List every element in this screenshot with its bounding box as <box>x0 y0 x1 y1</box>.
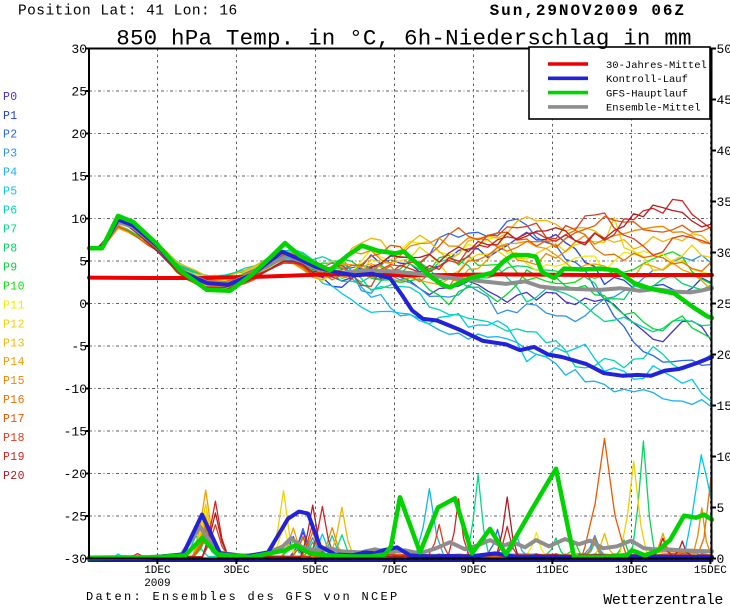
svg-text:20: 20 <box>71 127 87 142</box>
svg-text:9DEC: 9DEC <box>460 565 487 577</box>
svg-text:Position Lat: 41 Lon: 16: Position Lat: 41 Lon: 16 <box>18 4 238 20</box>
svg-text:P6: P6 <box>3 205 18 218</box>
svg-text:-15: -15 <box>64 425 87 440</box>
svg-text:P18: P18 <box>3 432 25 445</box>
svg-text:P7: P7 <box>3 224 18 237</box>
svg-text:1DEC: 1DEC <box>144 565 171 577</box>
svg-text:P11: P11 <box>3 299 25 312</box>
svg-text:5: 5 <box>717 501 725 516</box>
svg-text:P8: P8 <box>3 243 18 256</box>
svg-text:25: 25 <box>71 85 87 100</box>
svg-text:2009: 2009 <box>144 578 170 590</box>
svg-text:GFS-Hauptlauf: GFS-Hauptlauf <box>606 88 688 100</box>
svg-text:P2: P2 <box>3 129 18 142</box>
svg-text:15: 15 <box>717 399 730 414</box>
svg-text:0: 0 <box>79 297 87 312</box>
svg-text:P16: P16 <box>3 394 25 407</box>
svg-text:P0: P0 <box>3 91 18 104</box>
svg-text:Wetterzentrale: Wetterzentrale <box>603 592 723 609</box>
svg-text:P10: P10 <box>3 280 25 293</box>
svg-text:P20: P20 <box>3 470 25 483</box>
svg-text:40: 40 <box>717 144 730 159</box>
svg-text:P4: P4 <box>3 167 18 180</box>
svg-text:-30: -30 <box>64 552 87 567</box>
svg-text:P12: P12 <box>3 318 25 331</box>
svg-text:11DEC: 11DEC <box>536 565 569 577</box>
svg-text:15: 15 <box>71 170 87 185</box>
svg-text:0: 0 <box>717 552 725 567</box>
svg-text:30-Jahres-Mittel: 30-Jahres-Mittel <box>606 60 707 72</box>
svg-text:P17: P17 <box>3 413 25 426</box>
svg-text:50: 50 <box>717 42 730 57</box>
svg-text:10: 10 <box>717 450 730 465</box>
svg-text:25: 25 <box>717 297 730 312</box>
svg-text:35: 35 <box>717 195 730 210</box>
svg-text:15DEC: 15DEC <box>694 565 727 577</box>
svg-text:30: 30 <box>717 246 730 261</box>
svg-text:20: 20 <box>717 348 730 363</box>
svg-text:Daten: Ensembles des GFS von N: Daten: Ensembles des GFS von NCEP <box>86 590 400 604</box>
svg-text:P9: P9 <box>3 261 18 274</box>
svg-text:-10: -10 <box>64 382 87 397</box>
svg-text:Ensemble-Mittel: Ensemble-Mittel <box>606 103 701 115</box>
svg-text:13DEC: 13DEC <box>615 565 648 577</box>
svg-text:10: 10 <box>71 212 87 227</box>
svg-text:P15: P15 <box>3 375 25 388</box>
svg-text:P13: P13 <box>3 337 25 350</box>
svg-text:30: 30 <box>71 42 87 57</box>
svg-text:7DEC: 7DEC <box>381 565 408 577</box>
svg-text:P5: P5 <box>3 186 18 199</box>
svg-text:-20: -20 <box>64 467 87 482</box>
svg-text:-25: -25 <box>64 510 87 525</box>
svg-text:P3: P3 <box>3 148 18 161</box>
svg-text:45: 45 <box>717 93 730 108</box>
svg-text:5: 5 <box>79 255 87 270</box>
svg-text:5DEC: 5DEC <box>302 565 329 577</box>
svg-text:P1: P1 <box>3 110 18 123</box>
svg-text:850 hPa Temp. in °C, 6h-Nieder: 850 hPa Temp. in °C, 6h-Niederschlag in … <box>116 26 692 52</box>
svg-text:3DEC: 3DEC <box>223 565 250 577</box>
svg-text:-5: -5 <box>71 340 87 355</box>
svg-text:P19: P19 <box>3 451 25 464</box>
svg-text:P14: P14 <box>3 356 25 369</box>
svg-text:Sun,29NOV2009 06Z: Sun,29NOV2009 06Z <box>490 2 686 20</box>
svg-text:Kontroll-Lauf: Kontroll-Lauf <box>606 74 688 86</box>
